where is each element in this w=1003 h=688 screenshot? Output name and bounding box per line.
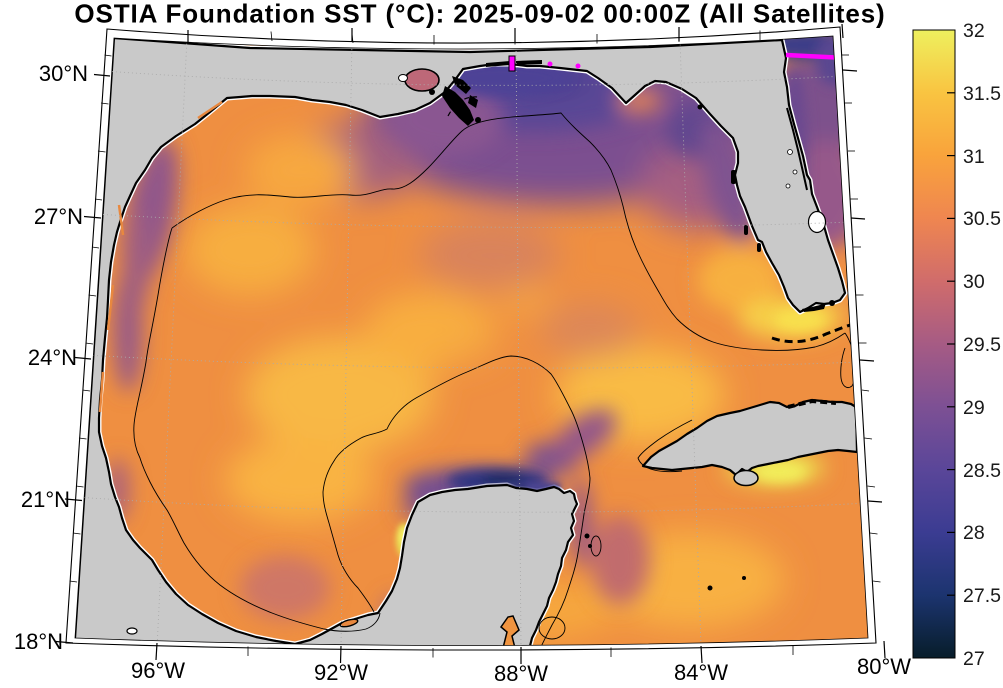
svg-text:32: 32 — [963, 20, 985, 42]
svg-text:96°W: 96°W — [131, 658, 185, 683]
svg-text:27.5: 27.5 — [963, 585, 1001, 607]
svg-text:27°N: 27°N — [34, 204, 83, 229]
svg-text:30°N: 30°N — [39, 61, 88, 86]
svg-text:OSTIA Foundation SST (°C): 202: OSTIA Foundation SST (°C): 2025-09-02 00… — [74, 0, 885, 29]
svg-text:31: 31 — [963, 146, 985, 168]
svg-text:28: 28 — [963, 522, 985, 544]
svg-text:30: 30 — [963, 271, 985, 293]
svg-text:29: 29 — [963, 397, 985, 419]
svg-text:21°N: 21°N — [21, 487, 70, 512]
svg-text:84°W: 84°W — [674, 660, 728, 685]
svg-text:28.5: 28.5 — [963, 460, 1001, 482]
svg-text:92°W: 92°W — [314, 660, 368, 685]
svg-text:88°W: 88°W — [494, 661, 548, 686]
svg-text:30.5: 30.5 — [963, 208, 1001, 230]
svg-text:24°N: 24°N — [28, 345, 77, 370]
svg-text:31.5: 31.5 — [963, 83, 1001, 105]
svg-text:80°W: 80°W — [857, 654, 911, 679]
svg-text:18°N: 18°N — [14, 629, 63, 654]
svg-text:27: 27 — [963, 648, 985, 670]
svg-text:29.5: 29.5 — [963, 334, 1001, 356]
